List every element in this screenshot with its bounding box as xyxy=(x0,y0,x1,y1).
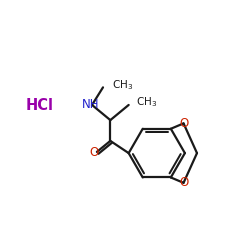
Text: O: O xyxy=(179,176,188,189)
Text: O: O xyxy=(179,117,188,130)
Text: O: O xyxy=(89,146,98,159)
Text: NH: NH xyxy=(82,98,100,111)
Text: CH$_3$: CH$_3$ xyxy=(136,96,157,110)
Text: HCl: HCl xyxy=(26,98,54,113)
Text: CH$_3$: CH$_3$ xyxy=(112,78,133,92)
